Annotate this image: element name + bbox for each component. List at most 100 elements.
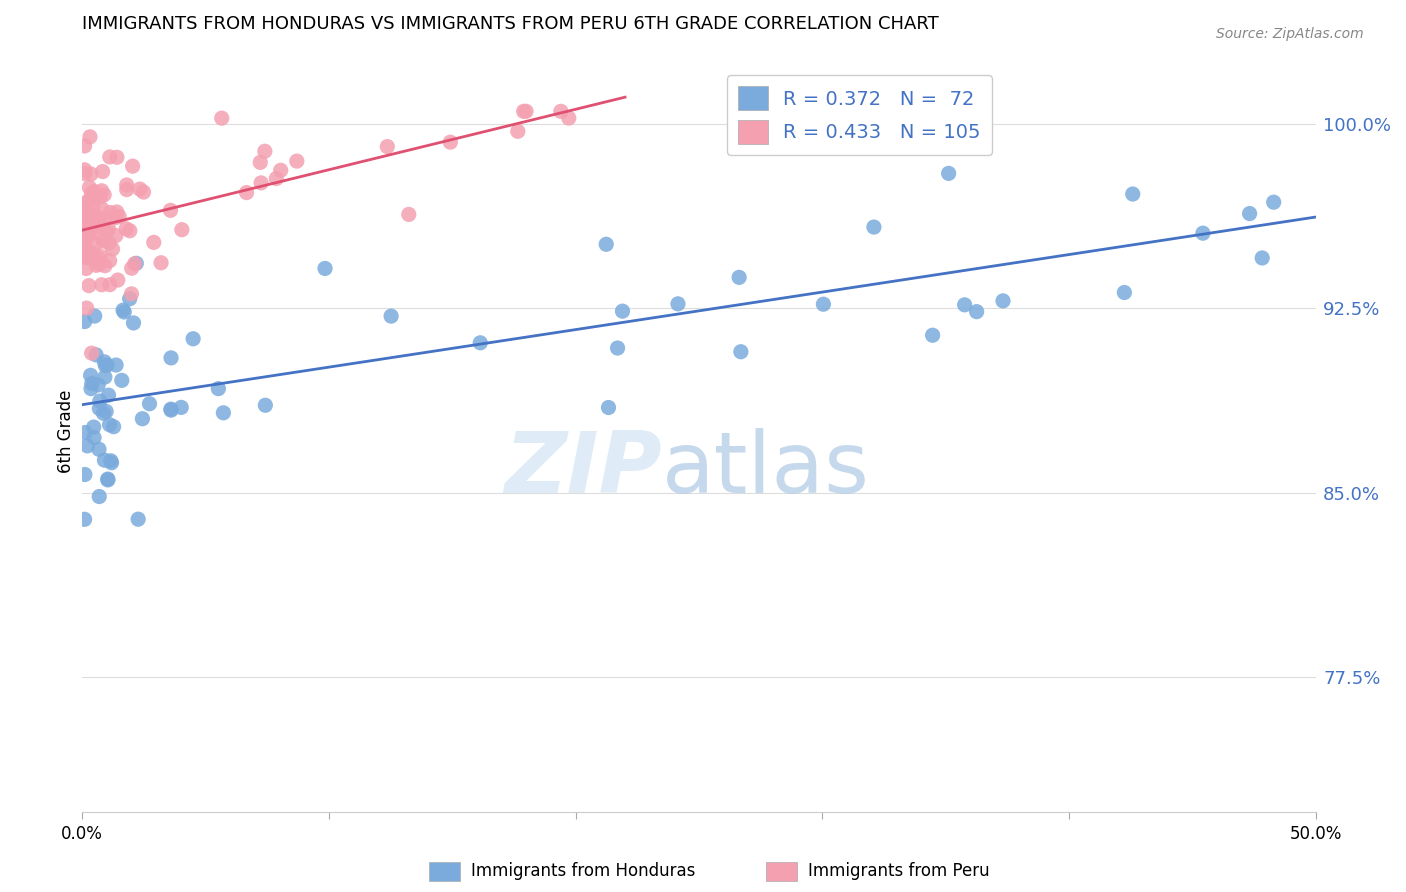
Point: [953, 298, 976, 312]
Point: [595, 237, 617, 252]
Point: [76, 194, 98, 209]
Point: [80, 382, 103, 396]
Point: [83, 431, 105, 445]
Point: [253, 145, 276, 159]
Text: Source: ZipAtlas.com: Source: ZipAtlas.com: [1216, 27, 1364, 41]
Point: [79, 226, 101, 240]
Point: [107, 273, 129, 287]
Point: [89, 213, 111, 227]
Point: [77, 228, 100, 243]
Point: [80, 186, 103, 201]
Point: [77, 219, 100, 233]
Point: [270, 163, 292, 178]
Point: [76, 301, 98, 315]
Point: [73, 204, 96, 219]
Point: [87, 442, 110, 457]
Point: [991, 293, 1014, 308]
Text: IMMIGRANTS FROM HONDURAS VS IMMIGRANTS FROM PERU 6TH GRADE CORRELATION CHART: IMMIGRANTS FROM HONDURAS VS IMMIGRANTS F…: [82, 15, 939, 33]
Point: [80, 346, 103, 360]
Point: [1192, 226, 1215, 240]
Point: [250, 176, 273, 190]
Point: [375, 139, 398, 153]
Point: [83, 185, 105, 199]
Point: [598, 401, 620, 415]
Point: [82, 222, 104, 236]
Point: [160, 403, 183, 417]
Point: [132, 185, 155, 199]
Point: [83, 209, 105, 223]
Point: [104, 228, 127, 243]
Point: [612, 304, 634, 318]
Point: [97, 388, 120, 402]
Point: [730, 344, 752, 359]
Point: [249, 155, 271, 169]
Point: [100, 205, 122, 219]
Point: [87, 252, 110, 266]
Point: [91, 232, 114, 246]
Point: [93, 187, 115, 202]
Point: [73, 199, 96, 213]
Point: [79, 250, 101, 264]
Point: [83, 191, 105, 205]
Point: [73, 512, 96, 526]
Point: [118, 292, 141, 306]
Point: [314, 261, 336, 276]
Point: [89, 490, 111, 504]
Point: [112, 305, 135, 319]
Text: 50.0%: 50.0%: [1289, 824, 1343, 843]
Point: [90, 184, 112, 198]
Point: [160, 351, 183, 365]
Point: [76, 250, 98, 264]
Point: [83, 420, 105, 434]
Point: [82, 246, 104, 260]
Point: [90, 277, 112, 292]
Point: [83, 189, 105, 203]
Point: [98, 277, 121, 292]
Point: [89, 249, 111, 263]
Point: [79, 368, 101, 383]
Point: [89, 219, 111, 233]
Point: [105, 150, 128, 164]
Point: [80, 167, 103, 181]
Point: [94, 259, 117, 273]
Point: [93, 355, 115, 369]
Text: Immigrants from Honduras: Immigrants from Honduras: [471, 863, 696, 880]
Point: [91, 234, 114, 248]
Point: [170, 223, 193, 237]
Point: [115, 221, 138, 235]
Point: [73, 314, 96, 328]
Point: [121, 286, 143, 301]
Point: [470, 335, 492, 350]
Point: [86, 258, 108, 272]
Point: [94, 359, 117, 373]
Point: [73, 214, 96, 228]
Point: [515, 104, 537, 119]
Point: [100, 454, 122, 468]
Point: [105, 358, 128, 372]
Point: [254, 398, 277, 412]
Point: [97, 473, 120, 487]
Point: [84, 236, 107, 251]
Point: [75, 225, 97, 239]
Point: [160, 402, 183, 417]
Point: [75, 251, 97, 265]
Point: [512, 104, 534, 119]
Point: [550, 104, 572, 119]
Point: [76, 439, 98, 453]
Point: [1263, 195, 1285, 210]
Point: [380, 309, 402, 323]
Point: [86, 213, 108, 227]
Point: [121, 261, 143, 276]
Point: [728, 270, 751, 285]
Point: [89, 257, 111, 271]
Point: [131, 411, 153, 425]
Point: [93, 211, 115, 226]
Point: [79, 180, 101, 194]
Point: [83, 309, 105, 323]
Text: atlas: atlas: [662, 427, 870, 510]
Point: [439, 135, 461, 149]
Point: [96, 224, 118, 238]
Point: [108, 210, 131, 224]
Point: [80, 217, 103, 231]
Point: [94, 404, 117, 418]
